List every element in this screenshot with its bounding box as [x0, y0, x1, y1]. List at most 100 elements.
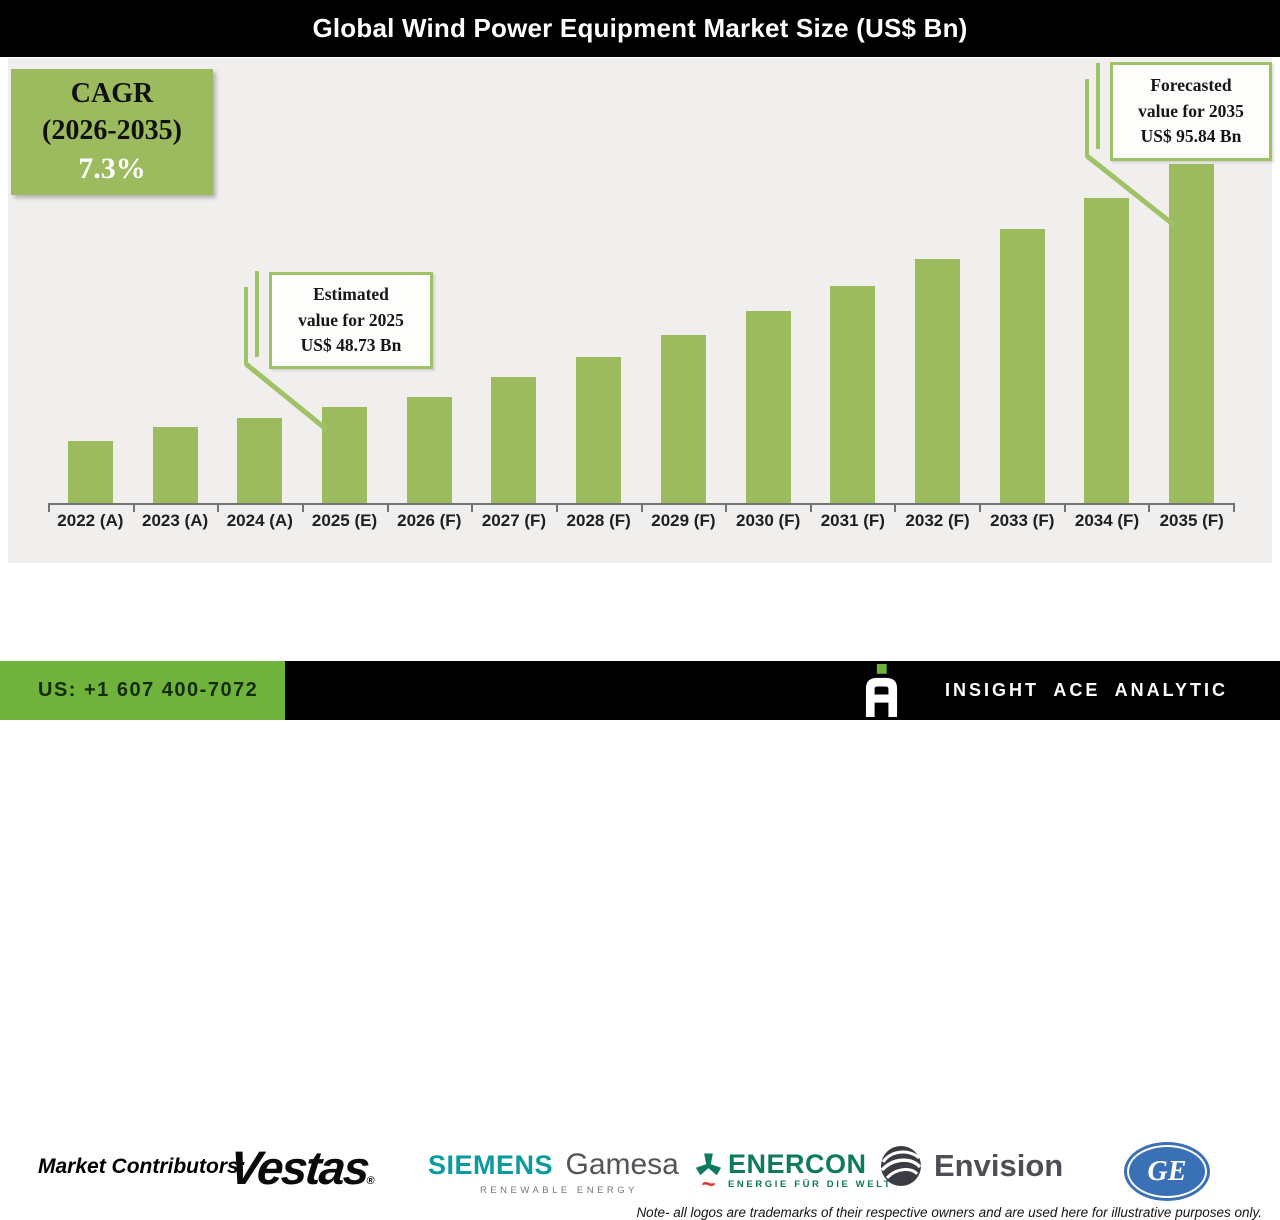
bar-2024 — [237, 418, 283, 504]
x-axis-label: 2024 (A) — [226, 511, 293, 530]
x-axis-label: 2033 (F) — [990, 511, 1055, 530]
x-axis-tick — [894, 505, 897, 512]
insight-ace-a-icon — [865, 664, 898, 717]
bars-row — [48, 142, 1234, 504]
callout-line: Forecasted — [1150, 75, 1232, 96]
gamesa-wordmark: Gamesa — [565, 1148, 679, 1181]
x-axis-tick — [386, 505, 389, 512]
enercon-wordmark: ENERCON — [728, 1149, 867, 1179]
bar-column — [387, 142, 472, 504]
footer-bar: US: +1 607 400-7072 INSIGHT ACE ANALYTIC — [0, 661, 1280, 720]
x-axis-label: 2027 (F) — [481, 511, 547, 530]
x-axis-label: 2022 (A) — [57, 511, 124, 530]
ge-roundel-icon: GE — [1124, 1142, 1210, 1201]
x-axis-label: 2025 (E) — [311, 511, 378, 530]
bar-column — [810, 142, 895, 504]
x-axis-tick — [1063, 505, 1066, 512]
cagr-label: CAGR — [70, 78, 154, 110]
bar-2028 — [576, 357, 622, 504]
contributors-bar: Market Contributors: Vestas® SIEMENS Gam… — [0, 563, 1280, 1220]
enercon-wave-icon: ~ — [701, 1170, 716, 1198]
bar-column — [48, 142, 133, 504]
bar-column — [302, 142, 387, 504]
x-axis-tick — [809, 505, 812, 512]
x-axis-tick — [640, 505, 643, 512]
bar-column — [217, 142, 302, 504]
bar-column — [1065, 142, 1150, 504]
chart-panel — [8, 58, 1272, 563]
callout-value: US$ 95.84 Bn — [1140, 126, 1242, 147]
envision-wordmark: Envision — [934, 1148, 1064, 1183]
x-axis-label: 2032 (F) — [905, 511, 970, 530]
registered-mark-icon: ® — [365, 1175, 376, 1187]
x-axis-label: 2028 (F) — [566, 511, 631, 530]
enercon-subtitle: ENERGIE FÜR DIE WELT — [728, 1179, 893, 1190]
bar-2023 — [152, 427, 198, 504]
bar-2029 — [660, 335, 706, 504]
brand-wordmark: INSIGHT ACE ANALYTIC — [945, 680, 1229, 700]
bar-column — [1149, 142, 1234, 504]
x-axis-line — [48, 503, 1235, 505]
cagr-value: 7.3% — [78, 151, 146, 185]
x-axis-label: 2023 (A) — [142, 511, 209, 530]
trademark-note: Note- all logos are trademarks of their … — [636, 1205, 1262, 1220]
x-axis-label: 2030 (F) — [735, 511, 801, 530]
bar-column — [133, 142, 218, 504]
x-axis-labels: 2022 (A) 2023 (A) 2024 (A) 2025 (E) 2026 (F)… — [48, 511, 1234, 531]
phone-number: US: +1 607 400-7072 — [38, 679, 259, 701]
x-axis-label: 2029 (F) — [651, 511, 716, 530]
cagr-period: (2026-2035) — [42, 114, 182, 146]
bar-2027 — [491, 377, 537, 504]
bar-2022 — [67, 441, 113, 504]
bar-column — [980, 142, 1065, 504]
phone-box: US: +1 607 400-7072 — [0, 661, 285, 720]
x-axis-ticks — [48, 505, 1235, 513]
bar-column — [472, 142, 557, 504]
x-axis-tick — [471, 505, 474, 512]
x-axis-label: 2034 (F) — [1074, 511, 1140, 530]
ge-monogram: GE — [1147, 1155, 1187, 1187]
envision-swirl-icon — [880, 1146, 922, 1186]
x-axis-tick — [1148, 505, 1151, 512]
x-axis-tick — [725, 505, 728, 512]
callout-line: value for 2035 — [1138, 100, 1244, 121]
x-axis-label: 2031 (F) — [820, 511, 885, 530]
bar-2035 — [1169, 164, 1215, 504]
bar-2034 — [1084, 198, 1130, 504]
bar-2030 — [745, 311, 791, 504]
vestas-logo: Vestas® — [227, 1140, 379, 1195]
callout-line: Estimated — [313, 284, 389, 305]
bar-2033 — [999, 229, 1045, 504]
x-axis-tick — [1233, 505, 1235, 512]
x-axis-label: 2035 (F) — [1159, 511, 1224, 530]
x-axis-label: 2026 (F) — [397, 511, 462, 530]
siemens-gamesa-subtitle: RENEWABLE ENERGY — [479, 1185, 638, 1196]
siemens-gamesa-logo: SIEMENS Gamesa RENEWABLE ENERGY — [428, 1148, 679, 1196]
enercon-rotor-icon — [695, 1153, 722, 1176]
enercon-logo: ENERCON ~ ENERGIE FÜR DIE WELT — [695, 1149, 893, 1198]
callout-line: value for 2025 — [298, 309, 404, 330]
bar-column — [726, 142, 811, 504]
bar-2032 — [915, 259, 961, 504]
x-axis-tick — [132, 505, 135, 512]
cagr-box: CAGR (2026-2035) 7.3% — [11, 69, 213, 195]
bar-2026 — [406, 397, 452, 504]
bar-2025 — [322, 407, 368, 504]
x-axis-tick — [48, 505, 50, 512]
siemens-wordmark: SIEMENS — [428, 1150, 554, 1180]
estimated-value-callout: Estimated value for 2025 US$ 48.73 Bn — [269, 272, 433, 369]
page-title: Global Wind Power Equipment Market Size … — [312, 13, 968, 43]
x-axis-tick — [979, 505, 982, 512]
vestas-wordmark: Vestas — [227, 1141, 371, 1194]
forecasted-value-callout: Forecasted value for 2035 US$ 95.84 Bn — [1110, 62, 1272, 161]
envision-logo: Envision — [880, 1145, 1063, 1187]
x-axis-tick — [555, 505, 558, 512]
bar-column — [556, 142, 641, 504]
x-axis-tick — [301, 505, 304, 512]
bar-column — [641, 142, 726, 504]
bar-2031 — [830, 286, 876, 504]
contributors-label: Market Contributors: — [38, 1155, 246, 1178]
x-axis-tick — [217, 505, 220, 512]
callout-value: US$ 48.73 Bn — [300, 335, 402, 356]
header-bar: Global Wind Power Equipment Market Size … — [0, 0, 1280, 57]
